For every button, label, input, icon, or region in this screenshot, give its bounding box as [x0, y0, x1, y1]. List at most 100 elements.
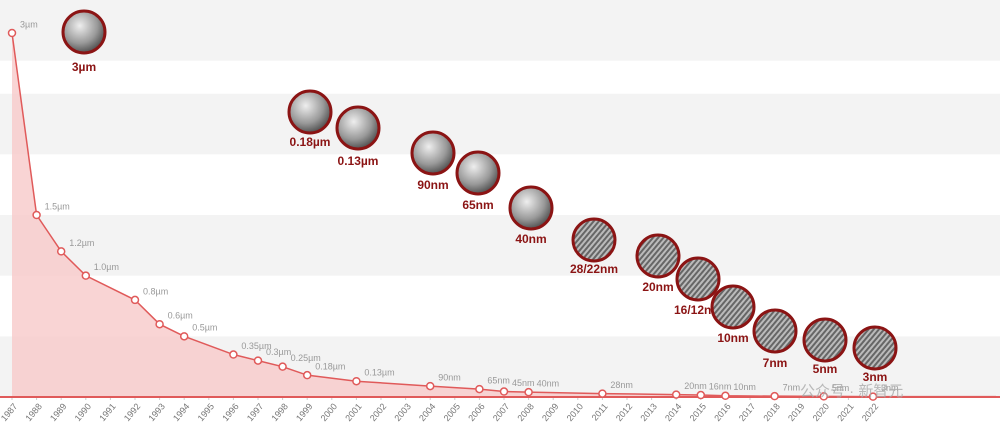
x-tick-label: 1998	[269, 401, 290, 423]
value-label: 5nm	[832, 383, 850, 393]
badge-ring	[802, 317, 848, 363]
badge-ring	[410, 130, 456, 176]
value-label: 0.3µm	[266, 347, 291, 357]
value-label: 1.2µm	[69, 238, 94, 248]
badge-label: 40nm	[515, 232, 546, 246]
badge-ring	[335, 105, 381, 151]
point	[425, 381, 435, 391]
x-tick-label: 2004	[417, 401, 438, 423]
value-label: 0.13µm	[364, 368, 394, 378]
x-tick-label: 1988	[23, 401, 44, 423]
value-label: 3nm	[881, 383, 899, 393]
badge-ring	[508, 185, 554, 231]
value-label: 90nm	[438, 372, 461, 382]
value-label: 1.0µm	[94, 262, 119, 272]
value-label: 0.8µm	[143, 286, 168, 296]
badge-label: 3µm	[72, 60, 96, 74]
badge-ring	[752, 308, 798, 354]
x-tick-label: 1999	[294, 401, 315, 423]
value-label: 1.5µm	[45, 201, 70, 211]
badge-label: 0.13µm	[338, 154, 379, 168]
area	[12, 33, 996, 397]
badge-ring	[635, 233, 681, 279]
value-label: 28nm	[610, 380, 633, 390]
value-label: 0.6µm	[168, 311, 193, 321]
x-tick-label: 2001	[343, 401, 364, 423]
value-label: 10nm	[733, 382, 756, 392]
value-label: 40nm	[537, 379, 560, 389]
x-tick-label: 2017	[737, 401, 758, 423]
x-tick-label: 2019	[786, 401, 807, 423]
point	[229, 350, 238, 359]
x-tick-label: 1991	[97, 401, 118, 423]
point	[7, 28, 17, 38]
x-tick-label: 1993	[146, 401, 167, 423]
badge-ring	[710, 284, 756, 330]
badge-ring	[455, 150, 501, 196]
band	[0, 93, 1000, 155]
x-tick-label: 2012	[614, 401, 635, 423]
x-tick-label: 2008	[515, 401, 536, 423]
x-tick-label: 2003	[392, 401, 413, 423]
point	[499, 387, 509, 396]
point	[819, 392, 829, 401]
badge-ring	[287, 89, 333, 135]
x-tick-label: 2021	[835, 401, 856, 423]
badge-ring	[61, 9, 107, 55]
badge-label: 16/12nm	[674, 303, 722, 317]
badge-label: 28/22nm	[570, 262, 618, 276]
value-label: 20nm	[684, 381, 707, 391]
point	[721, 391, 730, 401]
badge-label: 5nm	[813, 362, 838, 376]
x-tick-label: 2016	[712, 401, 733, 423]
x-tick-label: 2013	[638, 401, 659, 423]
background-bands	[0, 0, 1000, 397]
point	[81, 271, 91, 280]
point	[475, 384, 484, 394]
x-tick-label: 2010	[565, 401, 586, 423]
point	[56, 247, 66, 256]
value-label: 0.25µm	[291, 353, 321, 363]
band	[0, 154, 1000, 215]
x-tick-label: 2006	[466, 401, 487, 423]
point	[696, 390, 706, 400]
x-tick-label: 2020	[811, 401, 832, 423]
value-label: 0.35µm	[241, 341, 271, 351]
point	[302, 370, 312, 380]
value-label: 0.18µm	[315, 362, 345, 372]
x-tick-label: 1994	[171, 401, 192, 423]
x-tick-label: 2005	[442, 401, 463, 423]
plot: 1987 1988 1989 1990 1991 1992 1993 1994 1995 1996…	[0, 9, 1000, 423]
x-tick-label: 2000	[319, 401, 340, 423]
badge-label: 3nm	[863, 370, 888, 384]
point	[868, 392, 878, 401]
point	[770, 391, 779, 401]
point	[253, 356, 263, 365]
value-label: 7nm	[783, 383, 801, 393]
point	[671, 390, 681, 399]
badge-label: 90nm	[417, 178, 448, 192]
badge-label: 0.18µm	[290, 135, 331, 149]
watermark: 公众号 · 新智元	[800, 382, 903, 400]
x-tick-label: 2002	[368, 401, 389, 423]
point	[278, 362, 287, 371]
value-label: 45nm	[512, 378, 535, 388]
band	[0, 0, 1000, 61]
x-tick-label: 1995	[196, 401, 217, 423]
x-tick-label: 2018	[761, 401, 782, 423]
line	[11, 32, 996, 398]
x-tick-label: 2011	[590, 401, 610, 422]
x-tick-label: 1987	[0, 401, 19, 423]
x-tick-label: 1990	[73, 401, 94, 423]
x-tick-label: 2014	[663, 401, 684, 423]
point	[155, 319, 164, 329]
x-tick-label: 2007	[491, 401, 512, 423]
value-label: 3µm	[20, 19, 38, 29]
badge-label: 10nm	[717, 331, 748, 345]
badge-ring	[852, 325, 898, 371]
badge-label: 20nm	[642, 280, 673, 294]
x-tick-label: 1996	[220, 401, 241, 423]
point	[524, 387, 533, 397]
x-tick-label: 2009	[540, 401, 561, 423]
